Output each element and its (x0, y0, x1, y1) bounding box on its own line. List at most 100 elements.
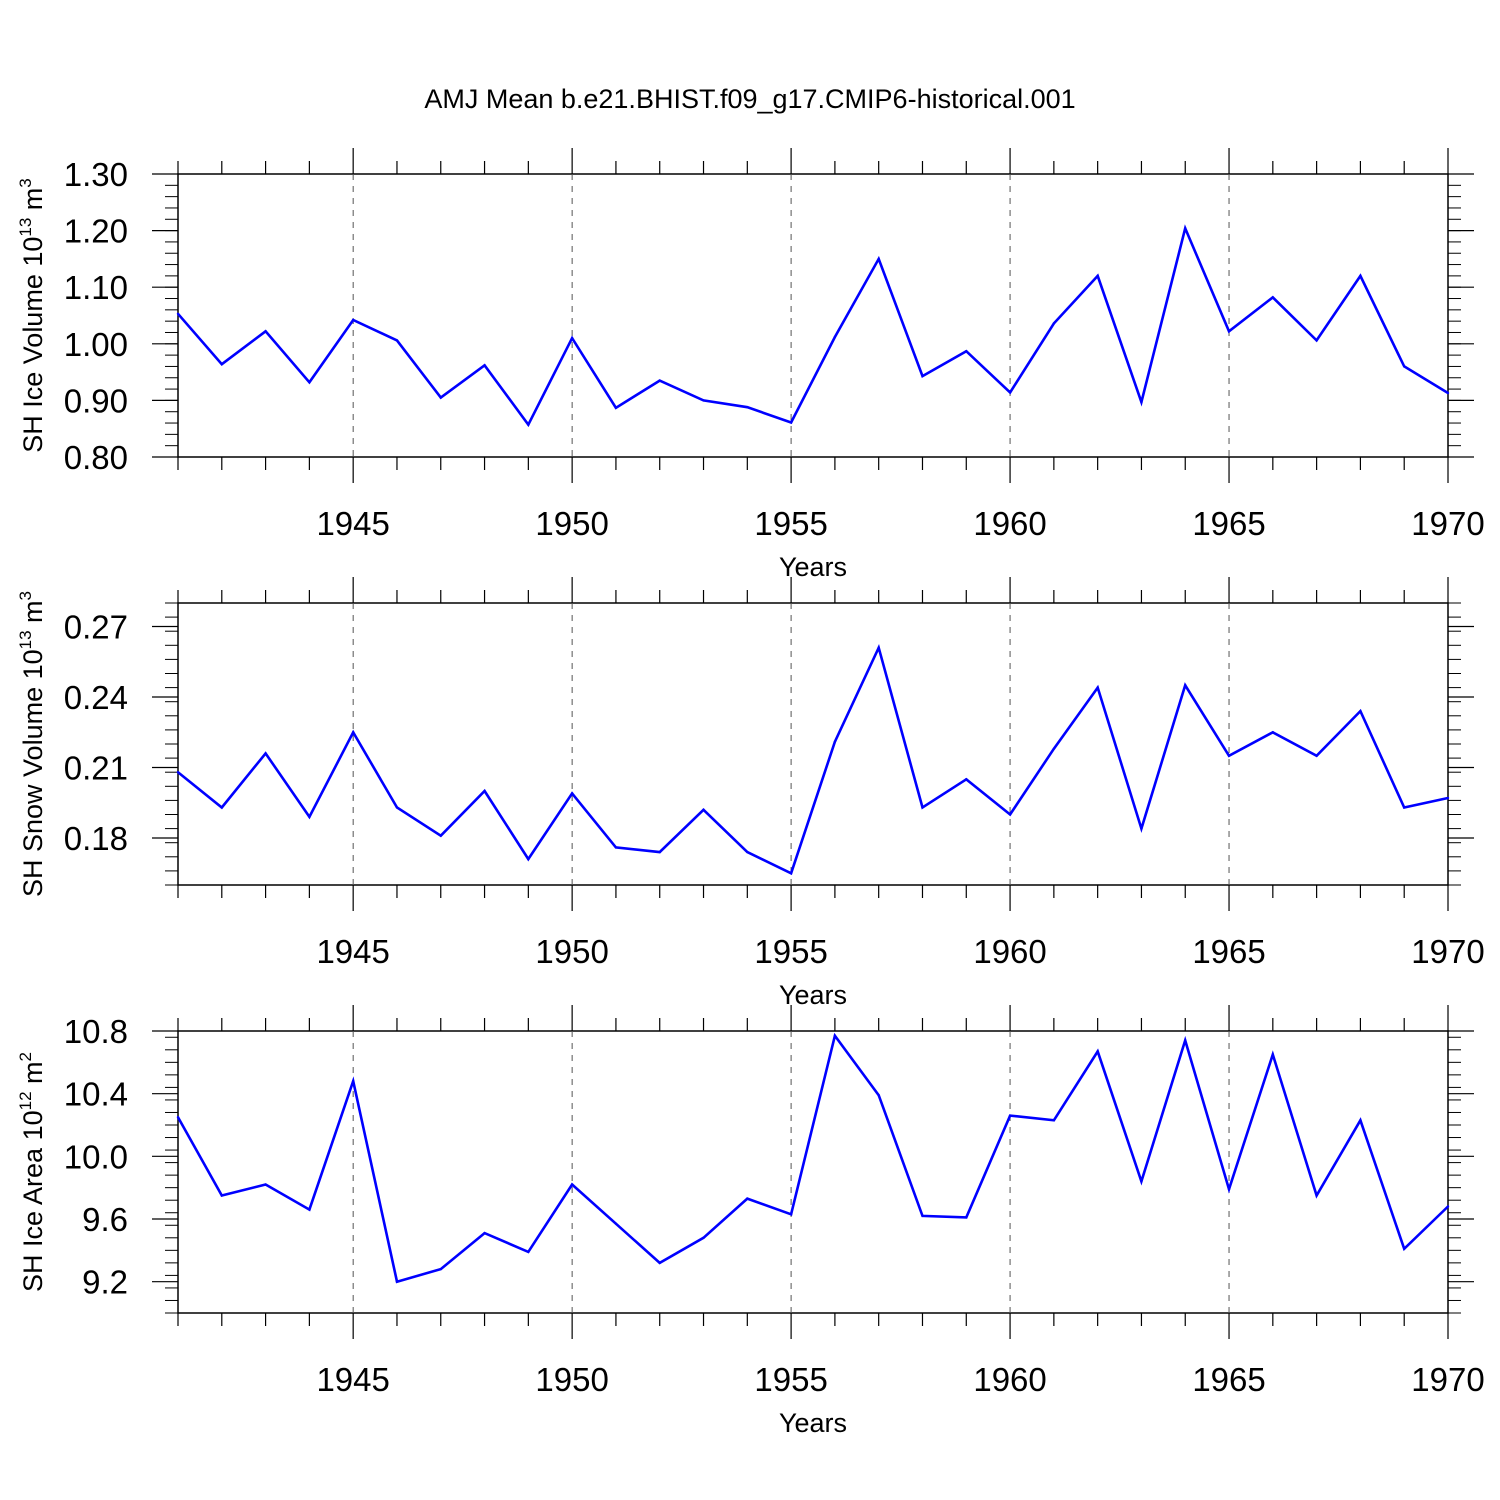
x-axis-label: Years (779, 1408, 847, 1438)
x-tick-label: 1945 (316, 505, 389, 542)
data-point (877, 646, 880, 649)
data-point (1227, 754, 1231, 757)
data-point (1140, 400, 1143, 404)
data-point (351, 318, 355, 322)
data-point (1446, 1205, 1450, 1208)
x-tick-label: 1960 (973, 1361, 1046, 1398)
y-tick-label: 10.0 (64, 1138, 128, 1175)
data-point (1096, 686, 1099, 689)
data-point (1315, 754, 1318, 757)
data-point (483, 1231, 486, 1235)
data-point (527, 857, 530, 861)
data-point (439, 834, 442, 837)
data-point (1359, 1119, 1362, 1122)
data-point (1184, 1039, 1187, 1042)
data-point (1184, 227, 1187, 230)
data-point (614, 406, 618, 409)
data-point (965, 349, 968, 353)
panel-ice-area: 9.2 9.6 10.0 10.4 10.8 1945 1950 1955 1960 1965 19… (16, 1005, 1485, 1438)
data-point (702, 399, 705, 402)
data-point (483, 364, 486, 367)
series-line (176, 1032, 1449, 1284)
y-tick-label: 10.8 (64, 1013, 128, 1050)
data-point (1271, 296, 1275, 299)
data-point (439, 396, 442, 399)
data-point (702, 808, 705, 811)
data-point (789, 872, 793, 875)
y-tick-label: 9.2 (82, 1264, 128, 1301)
data-point (1052, 1119, 1056, 1122)
data-point (1227, 330, 1231, 333)
y-tick-label: 9.6 (82, 1201, 128, 1238)
y-tick-label: 0.21 (64, 750, 128, 787)
data-point (570, 1183, 574, 1186)
y-tick-label: 1.10 (64, 269, 128, 306)
x-tick-label: 1965 (1192, 505, 1265, 542)
data-point (220, 1194, 223, 1197)
x-tick-label: 1965 (1192, 1361, 1265, 1398)
data-point (308, 1208, 311, 1211)
data-point (176, 312, 180, 316)
y-tick-label: 0.18 (64, 820, 128, 857)
chart-title: AMJ Mean b.e21.BHIST.f09_g17.CMIP6-histo… (424, 84, 1076, 114)
data-point (921, 1214, 924, 1218)
data-point (1403, 365, 1406, 368)
data-point (1446, 796, 1450, 800)
data-point (483, 789, 486, 793)
data-point (877, 257, 880, 261)
data-point (308, 815, 311, 819)
series-line (177, 224, 1449, 428)
data-point (264, 1183, 267, 1186)
data-point (1359, 709, 1362, 713)
data-point (351, 731, 355, 734)
data-point (570, 336, 574, 340)
data-point (965, 778, 968, 781)
data-point (833, 335, 837, 339)
data-point (264, 330, 267, 333)
x-tick-label: 1950 (535, 505, 608, 542)
data-point (176, 771, 180, 774)
x-tick-label: 1965 (1192, 933, 1265, 970)
x-tick-label: 1950 (535, 933, 608, 970)
data-point (658, 379, 661, 382)
data-point (264, 752, 267, 755)
x-tick-label: 1955 (754, 505, 827, 542)
x-tick-label: 1950 (535, 1361, 608, 1398)
data-point (395, 806, 399, 809)
data-point (220, 362, 223, 366)
data-point (1184, 684, 1187, 687)
x-tick-label: 1960 (973, 505, 1046, 542)
data-point (789, 1213, 793, 1216)
y-tick-label: 1.20 (64, 213, 128, 250)
y-axis-label: SH Ice Volume 1013 m3 (16, 178, 48, 453)
data-point (921, 806, 924, 809)
data-point (570, 792, 574, 795)
data-point (877, 1094, 880, 1097)
data-point (789, 421, 793, 424)
data-point (220, 806, 223, 809)
panel-ice-volume: 0.80 0.90 1.00 1.10 1.20 1.30 1945 1950 1955 1960… (16, 148, 1485, 582)
series-line (177, 643, 1449, 876)
data-point (1096, 1050, 1099, 1053)
data-point (1008, 813, 1012, 816)
data-point (702, 1236, 705, 1240)
plot-frame (177, 173, 1449, 458)
panel-snow-volume: 0.18 0.21 0.24 0.27 1945 1950 1955 1960 1965 1970… (16, 577, 1485, 1010)
y-tick-label: 1.30 (64, 156, 128, 193)
data-point (1140, 827, 1143, 830)
data-point (833, 1034, 837, 1037)
y-tick-label: 0.80 (64, 439, 128, 476)
y-tick-label: 0.90 (64, 382, 128, 419)
data-point (614, 846, 618, 849)
data-point (1052, 747, 1056, 750)
y-tick-label: 1.00 (64, 326, 128, 363)
y-tick-label: 0.27 (64, 609, 128, 646)
data-point (1008, 1114, 1012, 1117)
data-point (351, 1079, 355, 1083)
data-point (527, 423, 530, 426)
data-point (1446, 391, 1450, 395)
data-point (395, 1280, 399, 1283)
data-point (1315, 339, 1318, 342)
x-tick-label: 1945 (316, 933, 389, 970)
